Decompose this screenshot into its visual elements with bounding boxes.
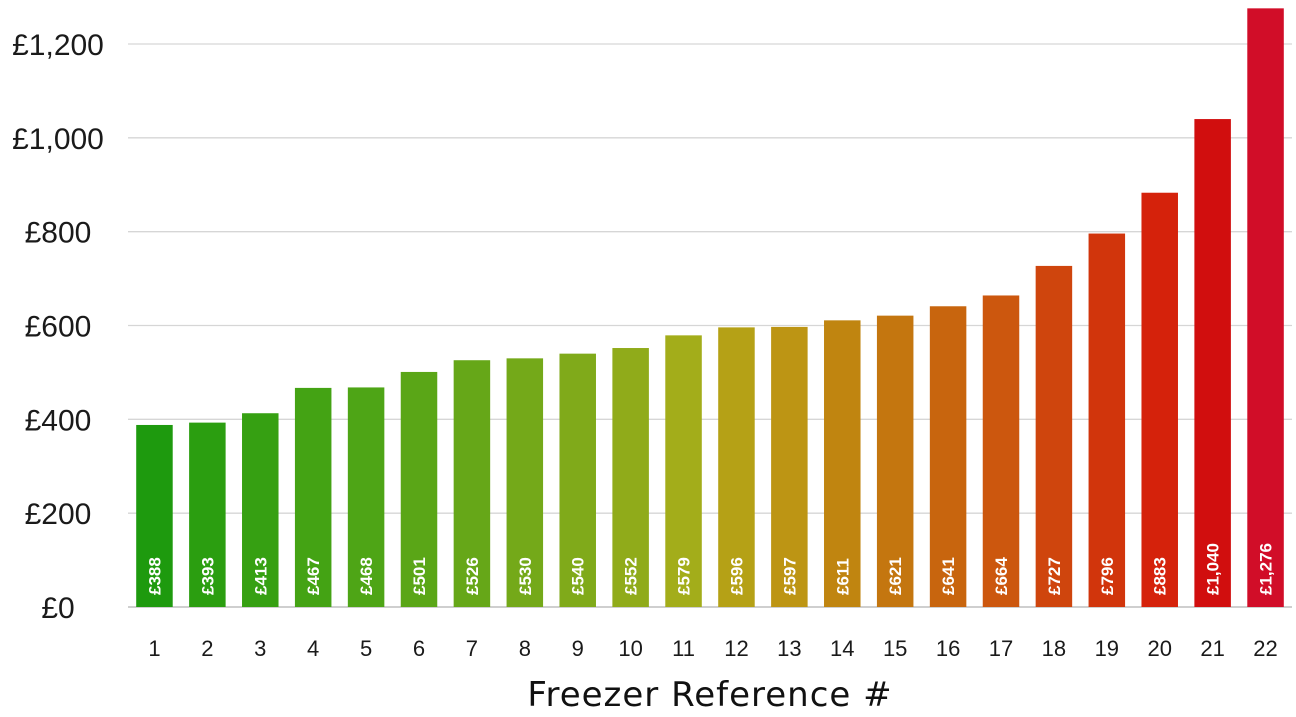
- x-tick-label: 1: [148, 636, 160, 661]
- data-label: £526: [463, 557, 482, 595]
- bar: [347, 387, 385, 607]
- bar: [824, 320, 861, 607]
- data-label: £611: [833, 558, 852, 595]
- data-label: £501: [410, 557, 429, 595]
- data-label: £467: [304, 557, 323, 595]
- data-label: £552: [622, 557, 641, 595]
- bar: [718, 327, 755, 607]
- x-tick-label: 4: [307, 636, 319, 661]
- bar: [242, 413, 279, 607]
- data-label: £883: [1151, 557, 1170, 595]
- bar: [294, 387, 332, 607]
- bar: [1194, 119, 1231, 608]
- y-tick-label: £200: [25, 498, 92, 531]
- bar: [400, 371, 438, 607]
- data-label: £597: [780, 557, 799, 595]
- y-tick-label: £600: [25, 311, 92, 344]
- bar: [506, 358, 544, 607]
- x-tick-label: 9: [572, 636, 584, 661]
- x-tick-label: 18: [1042, 636, 1066, 661]
- data-label: £579: [675, 557, 694, 595]
- bars: £388 £393 £413 £467 £468 £501 £526 £530 £540 £552…: [136, 8, 1284, 608]
- x-tick-label: 2: [201, 636, 213, 661]
- data-label: £1,040: [1204, 543, 1223, 595]
- data-label: £388: [145, 557, 164, 595]
- y-tick-label: £1,200: [12, 29, 104, 62]
- bar: [136, 424, 173, 607]
- bar: [929, 306, 967, 607]
- x-tick-label: 8: [519, 636, 531, 661]
- data-label: £413: [251, 557, 270, 595]
- data-label: £393: [198, 557, 217, 595]
- x-tick-label: 16: [936, 636, 960, 661]
- x-axis-title: Freezer Reference #: [527, 675, 892, 715]
- bar: [1141, 192, 1178, 607]
- x-tick-label: 19: [1095, 636, 1119, 661]
- x-tick-label: 6: [413, 636, 425, 661]
- data-label: £641: [939, 557, 958, 595]
- data-label: £1,276: [1257, 543, 1276, 595]
- x-tick-label: 14: [830, 636, 854, 661]
- y-tick-label: £1,000: [12, 123, 104, 156]
- bar: [1088, 233, 1126, 607]
- x-tick-label: 21: [1200, 636, 1224, 661]
- data-label: £468: [357, 557, 376, 595]
- bar: [453, 360, 491, 607]
- bar: [612, 348, 649, 607]
- x-tick-label: 13: [777, 636, 801, 661]
- bar: [189, 422, 226, 607]
- x-tick-label: 20: [1147, 636, 1171, 661]
- bar: [982, 295, 1020, 607]
- bar: [559, 353, 596, 607]
- x-tick-label: 17: [989, 636, 1013, 661]
- bar: [876, 315, 914, 607]
- x-tick-label: 3: [254, 636, 266, 661]
- bar: [665, 335, 702, 607]
- data-label: £796: [1098, 557, 1117, 595]
- data-label: £727: [1045, 557, 1064, 595]
- bar: [771, 326, 808, 607]
- bar: [1247, 8, 1284, 608]
- x-tick-label: 10: [618, 636, 642, 661]
- data-label: £621: [886, 557, 905, 595]
- y-axis-ticks: £0 £200 £400 £600 £800 £1,000 £1,200: [12, 29, 104, 625]
- data-label: £530: [516, 557, 535, 595]
- x-tick-label: 22: [1253, 636, 1277, 661]
- y-tick-label: £800: [25, 217, 92, 250]
- x-tick-label: 11: [672, 636, 695, 661]
- x-tick-label: 7: [466, 636, 478, 661]
- data-label: £664: [992, 557, 1011, 595]
- x-axis-ticks: 1 2 3 4 5 6 7 8 9 10 11 12 13 14 15 16 17 18 19 20 21 22: [148, 636, 1277, 661]
- data-label: £596: [727, 557, 746, 595]
- x-tick-label: 12: [724, 636, 748, 661]
- x-tick-label: 15: [883, 636, 907, 661]
- y-tick-label: £400: [25, 404, 92, 437]
- y-tick-label: £0: [41, 592, 74, 625]
- x-tick-label: 5: [360, 636, 372, 661]
- data-label: £540: [569, 557, 588, 595]
- bar: [1035, 265, 1073, 607]
